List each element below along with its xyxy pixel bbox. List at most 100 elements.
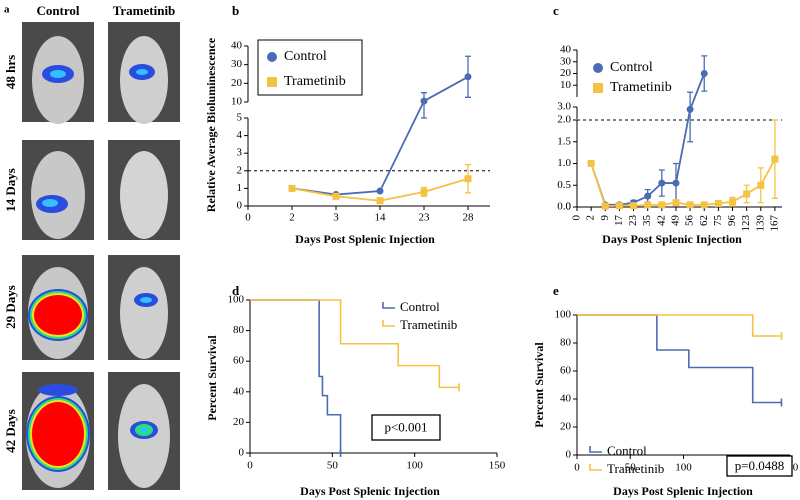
panel-label: c xyxy=(553,3,559,18)
y-tick-label: 1 xyxy=(237,182,243,194)
y-tick-label: 20 xyxy=(560,67,572,79)
legend-label: Control xyxy=(400,299,440,314)
y-tick-label: 60 xyxy=(233,355,245,367)
point xyxy=(700,70,708,77)
legend-marker xyxy=(382,320,395,327)
point xyxy=(672,179,680,187)
y-tick-label: 80 xyxy=(560,337,572,349)
survival-curve xyxy=(577,314,782,404)
x-tick-label: 2 xyxy=(289,212,295,224)
legend-label: Control xyxy=(607,443,647,458)
series-line xyxy=(590,158,776,208)
error-bar xyxy=(687,91,694,143)
y-tick-label: 10 xyxy=(231,96,243,108)
x-tick-label: 0 xyxy=(571,215,583,221)
y-tick-label: 40 xyxy=(560,44,572,56)
x-tick-label: 14 xyxy=(375,212,387,224)
x-tick-label: 3 xyxy=(333,212,339,224)
panel-label: a xyxy=(4,4,10,16)
row-label: 14 Days xyxy=(3,168,18,212)
y-tick-label: 100 xyxy=(228,294,245,306)
legend-label: Trametinib xyxy=(284,74,346,89)
annotation-box xyxy=(726,455,793,477)
legend-marker xyxy=(593,63,603,73)
y-tick-label: 10 xyxy=(560,79,572,91)
x-axis-label: Days Post Splenic Injection xyxy=(613,484,753,498)
point xyxy=(700,201,708,209)
point xyxy=(587,160,595,167)
point xyxy=(464,175,472,183)
panel-label: d xyxy=(232,283,240,298)
y-axis-label: Percent Survival xyxy=(205,335,219,421)
y-tick-label: 60 xyxy=(560,365,572,377)
x-tick-label: 42 xyxy=(655,215,667,226)
point xyxy=(672,199,680,207)
point xyxy=(771,155,779,163)
y-tick-label: 0 xyxy=(566,201,572,213)
y-tick-label: 40 xyxy=(231,40,243,52)
mouse-image xyxy=(108,372,180,490)
point xyxy=(288,184,296,192)
legend-label: Trametinib xyxy=(610,80,672,95)
x-tick-label: 23 xyxy=(627,215,639,227)
x-tick-label: 28 xyxy=(463,212,475,224)
x-tick-label: 0 xyxy=(574,462,580,474)
x-axis-label: Days Post Splenic Injection xyxy=(300,484,440,498)
y-tick-label: 2 xyxy=(237,164,243,176)
annotation: p=0.0488 xyxy=(735,458,785,473)
x-tick-label: 2 xyxy=(585,215,597,221)
x-tick-label: 0 xyxy=(247,460,253,472)
legend-marker xyxy=(589,446,602,453)
mouse-image xyxy=(108,140,180,240)
point xyxy=(615,202,623,210)
survival-curve xyxy=(577,314,782,337)
y-tick-label: 0.0 xyxy=(557,201,571,213)
legend-label: Control xyxy=(610,60,653,75)
point xyxy=(644,201,652,209)
survival-curve xyxy=(250,299,460,389)
legend-box xyxy=(257,39,363,96)
x-tick-label: 139 xyxy=(754,215,766,232)
y-tick-label: 5 xyxy=(237,112,243,124)
y-tick-label: 30 xyxy=(231,58,243,70)
row-label: 42 Days xyxy=(3,409,18,453)
legend-marker xyxy=(593,83,603,93)
x-tick-label: 96 xyxy=(726,215,738,227)
x-tick-label: 50 xyxy=(327,460,339,472)
x-tick-label: 150 xyxy=(489,460,506,472)
annotation-box xyxy=(371,414,441,441)
x-tick-label: 23 xyxy=(419,212,431,224)
x-tick-label: 75 xyxy=(712,215,724,227)
x-tick-label: 100 xyxy=(406,460,423,472)
y-axis-label: Percent Survival xyxy=(532,342,546,428)
point xyxy=(686,105,694,113)
y-tick-label: 40 xyxy=(560,393,572,405)
y-tick-label: 1.5 xyxy=(557,135,571,147)
x-tick-label: 0 xyxy=(245,212,251,224)
point xyxy=(729,198,737,206)
mouse-image xyxy=(108,255,180,360)
y-tick-label: 0 xyxy=(237,200,243,212)
mouse-image xyxy=(22,140,94,240)
y-tick-label: 1.0 xyxy=(557,157,571,169)
point xyxy=(601,202,609,210)
column-label: Trametinib xyxy=(113,3,176,18)
legend-label: Control xyxy=(284,49,327,64)
mouse-image xyxy=(108,22,180,124)
series-line xyxy=(291,76,469,196)
point xyxy=(686,201,694,209)
y-tick-label: 20 xyxy=(231,77,243,89)
point xyxy=(714,200,722,208)
x-tick-label: 100 xyxy=(675,462,692,474)
point xyxy=(743,190,751,198)
point xyxy=(332,192,340,200)
x-axis-label: Days Post Splenic Injection xyxy=(295,232,435,246)
row-label: 29 Days xyxy=(3,285,18,329)
x-axis-label: Days Post Splenic Injection xyxy=(602,232,742,246)
mouse-image xyxy=(22,255,94,360)
y-tick-label: 30 xyxy=(560,55,572,67)
y-tick-label: 2.0 xyxy=(557,114,571,126)
y-tick-label: 80 xyxy=(233,324,245,336)
legend-marker xyxy=(267,77,277,87)
